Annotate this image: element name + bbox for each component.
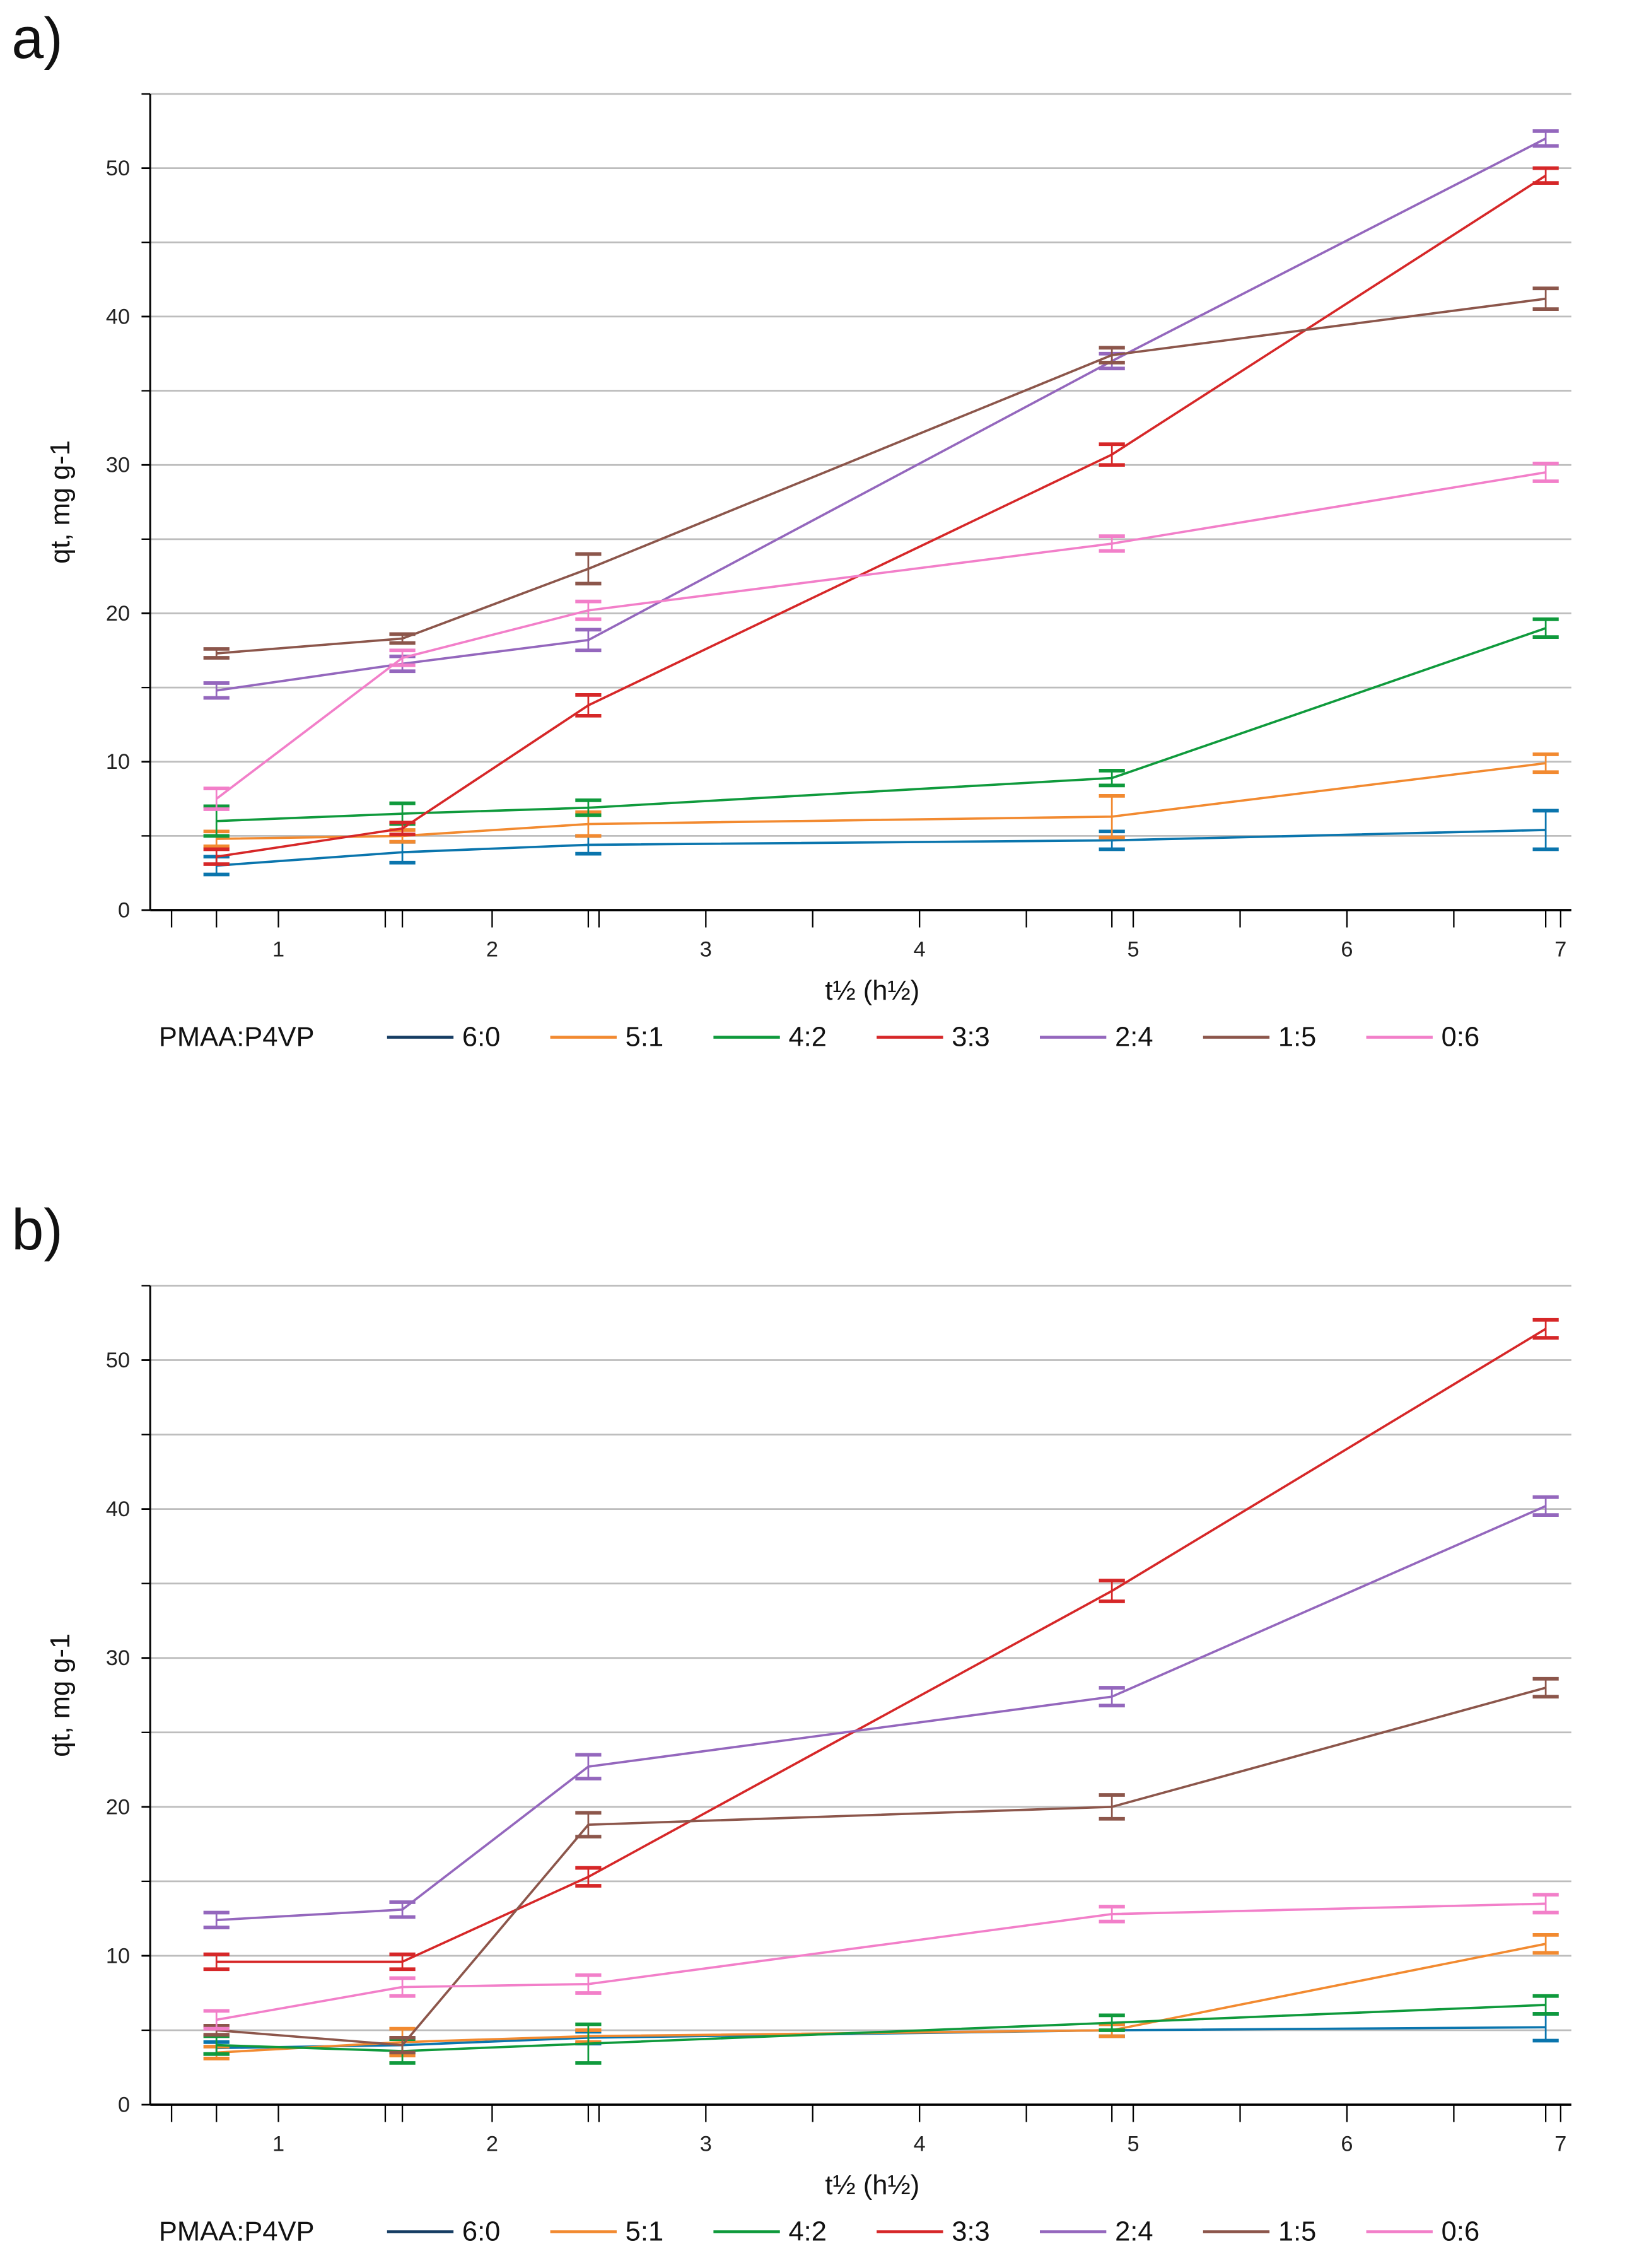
x-tick-label: 5 xyxy=(1128,2132,1139,2156)
y-tick-label: 30 xyxy=(106,1646,130,1670)
x-axis-label: t½ (h½) xyxy=(825,2170,919,2201)
y-tick-label: 10 xyxy=(106,1944,130,1968)
y-tick-label: 0 xyxy=(118,898,130,922)
y-tick-label: 40 xyxy=(106,305,130,329)
series-0-6 xyxy=(203,1893,1559,2031)
series-3-3 xyxy=(203,166,1559,866)
series-line xyxy=(216,1328,1547,1963)
legend-title: PMAA:P4VP xyxy=(159,2216,315,2247)
legend: PMAA:P4VP 6:0 5:1 4:2 3:3 2:4 1:5 0:6 xyxy=(159,2216,1479,2247)
x-axis-label: t½ (h½) xyxy=(825,976,919,1006)
series-line xyxy=(216,471,1546,800)
legend-label: 0:6 xyxy=(1442,1022,1479,1052)
series-line xyxy=(216,174,1547,858)
chart-panel-b: b) 0 10 20 30 40 50 1 2 3 4 5 6 7 t½ (h½) qt, mg g-1 PMA… xyxy=(11,1198,1571,2247)
y-axis-label: qt, mg g-1 xyxy=(45,1634,76,1757)
legend-label: 3:3 xyxy=(952,1022,989,1052)
series-2-4 xyxy=(203,1495,1559,1929)
x-tick-label: 1 xyxy=(272,937,284,961)
panel-label: a) xyxy=(11,6,62,71)
series-1-5 xyxy=(203,286,1559,660)
series-5-1 xyxy=(203,752,1559,848)
series-0-6 xyxy=(203,461,1559,811)
series-line xyxy=(216,1943,1546,2054)
legend-label: 6:0 xyxy=(462,1022,500,1052)
legend: PMAA:P4VP 6:0 5:1 4:2 3:3 2:4 1:5 0:6 xyxy=(159,1022,1479,1052)
x-tick-label: 4 xyxy=(914,937,926,961)
series-line xyxy=(216,137,1546,692)
legend-label: 3:3 xyxy=(952,2216,989,2247)
y-tick-label: 30 xyxy=(106,453,130,477)
series-2-4 xyxy=(203,129,1559,700)
series-line xyxy=(216,1902,1546,2021)
legend-label: 1:5 xyxy=(1278,2216,1316,2247)
legend-label: 6:0 xyxy=(462,2216,500,2247)
x-tick-label: 2 xyxy=(486,2132,498,2156)
y-axis-label: qt, mg g-1 xyxy=(45,440,76,564)
legend-label: 4:2 xyxy=(788,2216,826,2247)
panel-label: b) xyxy=(11,1198,62,1262)
series-line xyxy=(216,762,1546,840)
legend-label: 4:2 xyxy=(788,1022,826,1052)
x-tick-label: 1 xyxy=(272,2132,284,2156)
y-tick-label: 20 xyxy=(106,1795,130,1819)
x-tick-label: 6 xyxy=(1341,2132,1353,2156)
chart-panel-a: a) 0 10 20 30 40 50 1 2 3 4 5 6 7 t½ (h½) qt, mg g-1 PMA… xyxy=(11,6,1571,1052)
series-1-5 xyxy=(203,1676,1559,2055)
legend-title: PMAA:P4VP xyxy=(159,1022,315,1052)
legend-label: 5:1 xyxy=(626,1022,663,1052)
legend-label: 1:5 xyxy=(1278,1022,1316,1052)
x-tick-label: 4 xyxy=(914,2132,926,2156)
y-tick-label: 0 xyxy=(118,2093,130,2117)
x-tick-label: 3 xyxy=(700,937,712,961)
series-line xyxy=(216,627,1546,822)
y-tick-label: 10 xyxy=(106,750,130,774)
x-tick-label: 6 xyxy=(1341,937,1353,961)
legend-label: 0:6 xyxy=(1442,2216,1479,2247)
legend-label: 2:4 xyxy=(1115,1022,1153,1052)
y-tick-label: 40 xyxy=(106,1497,130,1521)
series-line xyxy=(216,1686,1546,2047)
legend-label: 5:1 xyxy=(626,2216,663,2247)
legend-label: 2:4 xyxy=(1115,2216,1153,2247)
x-tick-label: 7 xyxy=(1554,937,1566,961)
x-tick-label: 2 xyxy=(486,937,498,961)
x-tick-label: 3 xyxy=(700,2132,712,2156)
series-line xyxy=(216,297,1546,655)
x-tick-label: 7 xyxy=(1554,2132,1566,2156)
y-tick-label: 50 xyxy=(106,1348,130,1372)
series-line xyxy=(216,1505,1546,1922)
series-3-3 xyxy=(203,1318,1559,1972)
x-tick-label: 5 xyxy=(1128,937,1139,961)
y-tick-label: 50 xyxy=(106,156,130,180)
y-tick-label: 20 xyxy=(106,602,130,626)
